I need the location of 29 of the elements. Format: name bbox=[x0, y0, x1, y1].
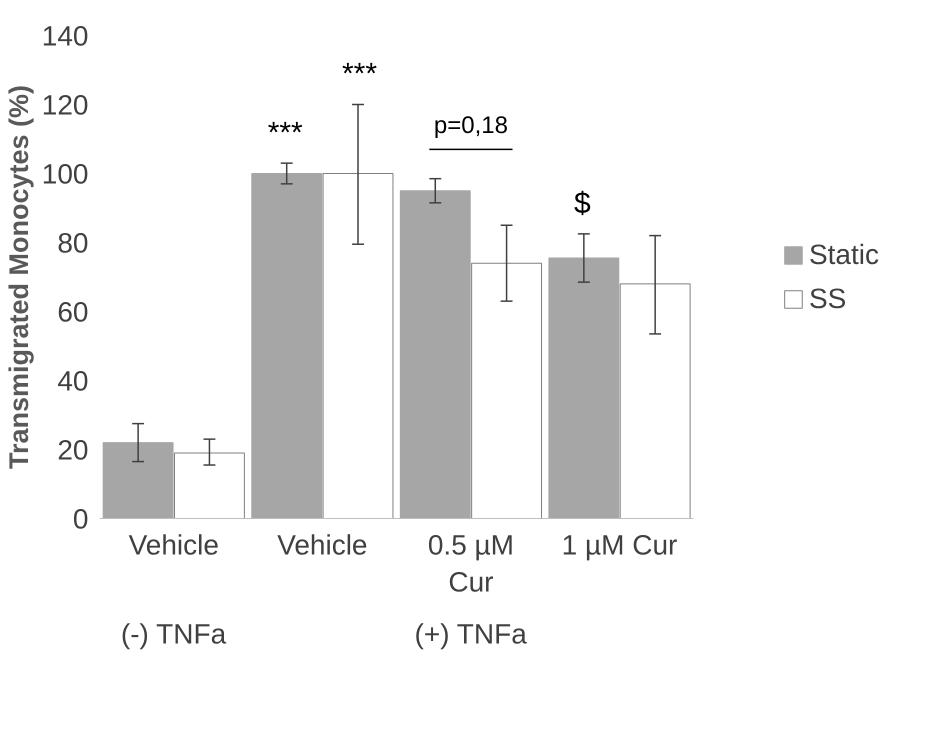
y-tick-label: 20 bbox=[57, 434, 89, 466]
bar bbox=[174, 452, 245, 518]
bar bbox=[548, 258, 620, 518]
y-axis-title: Transmigrated Monocytes (%) bbox=[4, 84, 34, 470]
bar bbox=[471, 262, 542, 518]
bar bbox=[251, 173, 322, 518]
legend-label: SS bbox=[808, 282, 846, 314]
annotation: *** bbox=[268, 116, 304, 150]
x-tick-label: Vehicle bbox=[128, 530, 219, 560]
bar bbox=[400, 190, 471, 518]
annotation: *** bbox=[342, 58, 378, 91]
y-tick-label: 100 bbox=[42, 158, 88, 190]
bar bbox=[102, 442, 174, 518]
bar bbox=[620, 283, 691, 518]
x-tick-label: 1 µM Cur bbox=[562, 530, 678, 560]
y-tick-label: 40 bbox=[57, 366, 89, 396]
y-tick-label: 120 bbox=[42, 90, 88, 120]
y-tick-label: 0 bbox=[72, 504, 89, 534]
text: (-) TNFa bbox=[120, 618, 227, 650]
x-tick-label: Vehicle bbox=[277, 530, 368, 560]
annotation: $ bbox=[574, 187, 592, 220]
y-tick-label: 60 bbox=[57, 296, 89, 328]
bar bbox=[322, 173, 394, 518]
x-tick-label: 0.5 µM Cur bbox=[428, 530, 514, 598]
y-tick-label: 140 bbox=[42, 20, 88, 52]
annotation: p=0,18 bbox=[434, 112, 508, 139]
legend-label: Static bbox=[808, 238, 879, 270]
y-tick-label: 80 bbox=[57, 228, 89, 258]
text: (+) TNFa bbox=[414, 618, 528, 650]
